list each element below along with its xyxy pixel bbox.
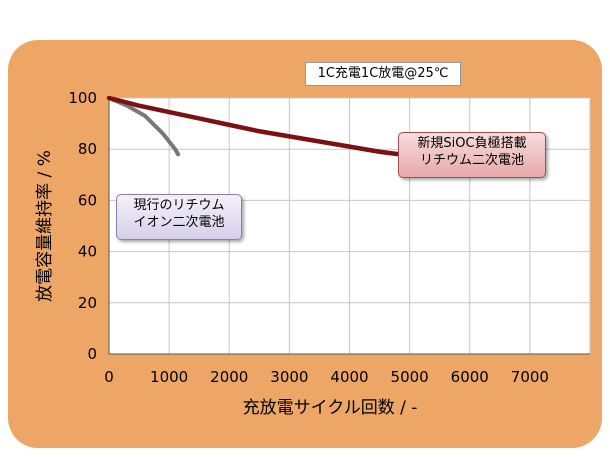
x-tick-label: 0 bbox=[104, 368, 114, 386]
sioc-data-point bbox=[288, 135, 291, 138]
callout-sioc-battery: 新規SiOC負極搭載 リチウム二次電池 bbox=[398, 132, 546, 178]
y-tick-label: 60 bbox=[78, 191, 97, 209]
y-tick-label: 20 bbox=[78, 294, 97, 312]
y-tick-labels: 0 20 40 60 80 100 bbox=[68, 89, 97, 363]
sioc-data-point bbox=[378, 150, 381, 153]
chart-title: 1C充電1C放電@25℃ bbox=[305, 62, 461, 86]
li-ion-data-point bbox=[144, 115, 146, 117]
y-tick-label: 0 bbox=[87, 345, 97, 363]
x-tick-label: 6000 bbox=[451, 368, 489, 386]
li-ion-data-point bbox=[177, 153, 179, 156]
sioc-data-point bbox=[228, 124, 231, 126]
x-tick-label: 1000 bbox=[150, 368, 188, 386]
sioc-data-point bbox=[258, 130, 261, 133]
callout-li-line-1: 現行のリチウム bbox=[133, 198, 225, 213]
callout-current-li-ion: 現行のリチウム イオン二次電池 bbox=[116, 194, 242, 240]
sioc-data-point bbox=[138, 104, 140, 107]
y-tick-label: 80 bbox=[78, 140, 97, 158]
li-ion-data-point bbox=[126, 104, 128, 107]
x-tick-label: 5000 bbox=[391, 368, 429, 386]
sioc-data-point bbox=[318, 140, 321, 143]
sioc-data-point bbox=[108, 97, 110, 99]
x-tick-label: 7000 bbox=[511, 368, 549, 386]
callout-sioc-line-2: リチウム二次電池 bbox=[419, 153, 524, 168]
li-ion-data-point bbox=[162, 133, 164, 135]
x-tick-label: 4000 bbox=[330, 368, 368, 386]
x-tick-labels: 0 1000 2000 3000 4000 5000 6000 7000 bbox=[104, 368, 549, 386]
callout-sioc-line-1: 新規SiOC負極搭載 bbox=[417, 136, 527, 151]
x-axis-label: 充放電サイクル回数 / - bbox=[243, 398, 418, 418]
sioc-data-point bbox=[348, 145, 351, 148]
x-tick-label: 2000 bbox=[210, 368, 248, 386]
sioc-data-point bbox=[198, 117, 200, 120]
series-li-ion-line bbox=[107, 96, 181, 157]
li-ion-data-point bbox=[174, 148, 176, 150]
y-tick-label: 40 bbox=[78, 243, 97, 261]
callout-li-line-2: イオン二次電池 bbox=[133, 215, 225, 230]
y-tick-label: 100 bbox=[68, 89, 97, 107]
x-tick-label: 3000 bbox=[270, 368, 308, 386]
y-axis-label: 放電容量維持率 / % bbox=[35, 150, 55, 302]
sioc-data-point bbox=[168, 111, 170, 113]
